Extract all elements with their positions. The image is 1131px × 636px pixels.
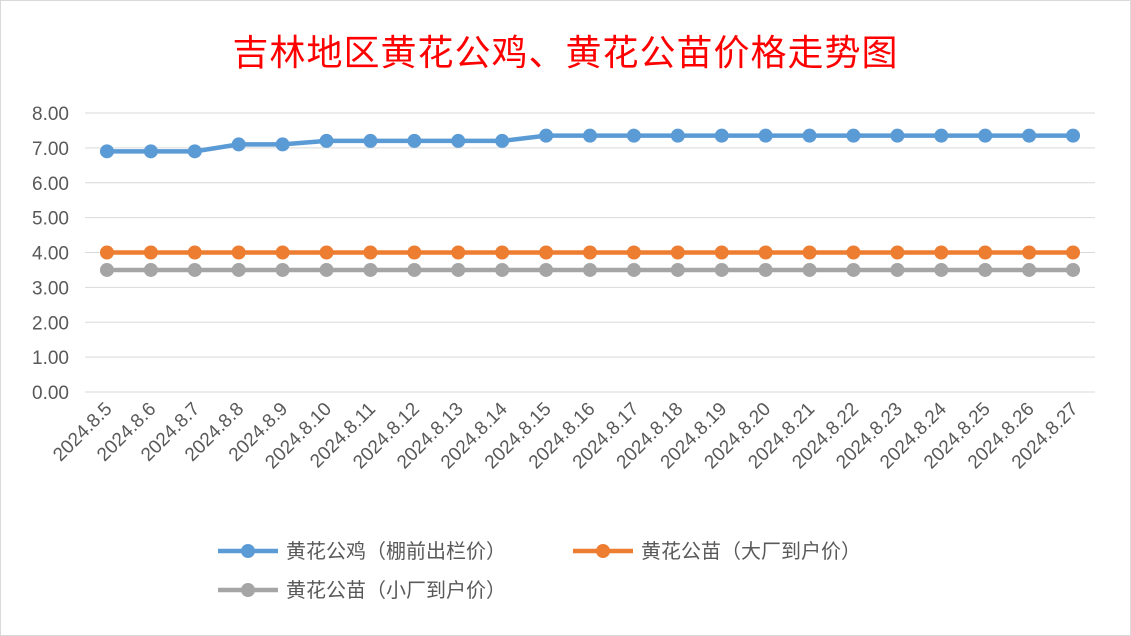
data-point — [714, 262, 729, 277]
data-point — [626, 128, 641, 143]
y-tick-label: 6.00 — [32, 174, 69, 195]
data-point — [1022, 262, 1037, 277]
data-point — [99, 144, 114, 159]
data-point — [670, 128, 685, 143]
data-point — [275, 137, 290, 152]
data-point — [1066, 245, 1081, 260]
data-point — [451, 262, 466, 277]
data-point — [846, 128, 861, 143]
data-point — [1022, 245, 1037, 260]
legend-swatch-marker — [596, 544, 610, 558]
data-point — [714, 245, 729, 260]
data-point — [319, 262, 334, 277]
data-point — [539, 262, 554, 277]
data-point — [890, 245, 905, 260]
data-point — [231, 262, 246, 277]
data-point — [99, 245, 114, 260]
y-tick-label: 1.00 — [32, 348, 69, 369]
data-point — [670, 245, 685, 260]
data-point — [1066, 128, 1081, 143]
data-point — [451, 245, 466, 260]
data-point — [758, 245, 773, 260]
data-point — [714, 128, 729, 143]
data-point — [363, 245, 378, 260]
data-point — [583, 262, 597, 277]
data-point — [275, 262, 290, 277]
data-point — [846, 245, 861, 260]
legend-label: 黄花公苗（大厂到户价） — [641, 539, 861, 563]
legend-label: 黄花公苗（小厂到户价） — [286, 578, 506, 602]
data-point — [451, 133, 466, 148]
data-point — [978, 262, 993, 277]
y-tick-label: 8.00 — [32, 104, 69, 125]
y-tick-label: 0.00 — [32, 383, 69, 404]
data-point — [1022, 128, 1037, 143]
data-point — [846, 262, 861, 277]
data-point — [143, 262, 158, 277]
data-point — [583, 128, 597, 143]
data-point — [758, 128, 773, 143]
data-point — [495, 133, 510, 148]
data-point — [670, 262, 685, 277]
data-point — [934, 245, 949, 260]
data-point — [143, 245, 158, 260]
data-point — [319, 133, 334, 148]
data-point — [978, 128, 993, 143]
data-point — [231, 137, 246, 152]
data-point — [934, 128, 949, 143]
data-point — [802, 262, 817, 277]
data-point — [626, 245, 641, 260]
data-point — [363, 262, 378, 277]
y-tick-label: 4.00 — [32, 244, 69, 265]
data-point — [539, 128, 554, 143]
data-point — [407, 245, 422, 260]
chart-title: 吉林地区黄花公鸡、黄花公苗价格走势图 — [232, 33, 899, 74]
data-point — [407, 133, 422, 148]
data-point — [539, 245, 554, 260]
data-point — [978, 245, 993, 260]
legend-swatch-marker — [241, 544, 255, 558]
y-tick-label: 3.00 — [32, 278, 69, 299]
data-point — [143, 144, 158, 159]
data-point — [231, 245, 246, 260]
data-point — [99, 262, 114, 277]
data-point — [363, 133, 378, 148]
data-point — [187, 262, 202, 277]
data-point — [802, 128, 817, 143]
data-point — [407, 262, 422, 277]
data-point — [934, 262, 949, 277]
data-point — [583, 245, 597, 260]
data-point — [758, 262, 773, 277]
data-point — [890, 128, 905, 143]
y-tick-label: 7.00 — [32, 139, 69, 160]
data-point — [275, 245, 290, 260]
data-point — [495, 245, 510, 260]
data-point — [626, 262, 641, 277]
data-point — [1066, 262, 1081, 277]
y-tick-label: 5.00 — [32, 209, 69, 230]
y-tick-label: 2.00 — [32, 313, 69, 334]
data-point — [890, 262, 905, 277]
data-point — [319, 245, 334, 260]
legend-label: 黄花公鸡（棚前出栏价） — [286, 539, 506, 563]
data-point — [187, 144, 202, 159]
data-point — [495, 262, 510, 277]
legend-swatch-marker — [241, 583, 255, 597]
data-point — [187, 245, 202, 260]
data-point — [802, 245, 817, 260]
